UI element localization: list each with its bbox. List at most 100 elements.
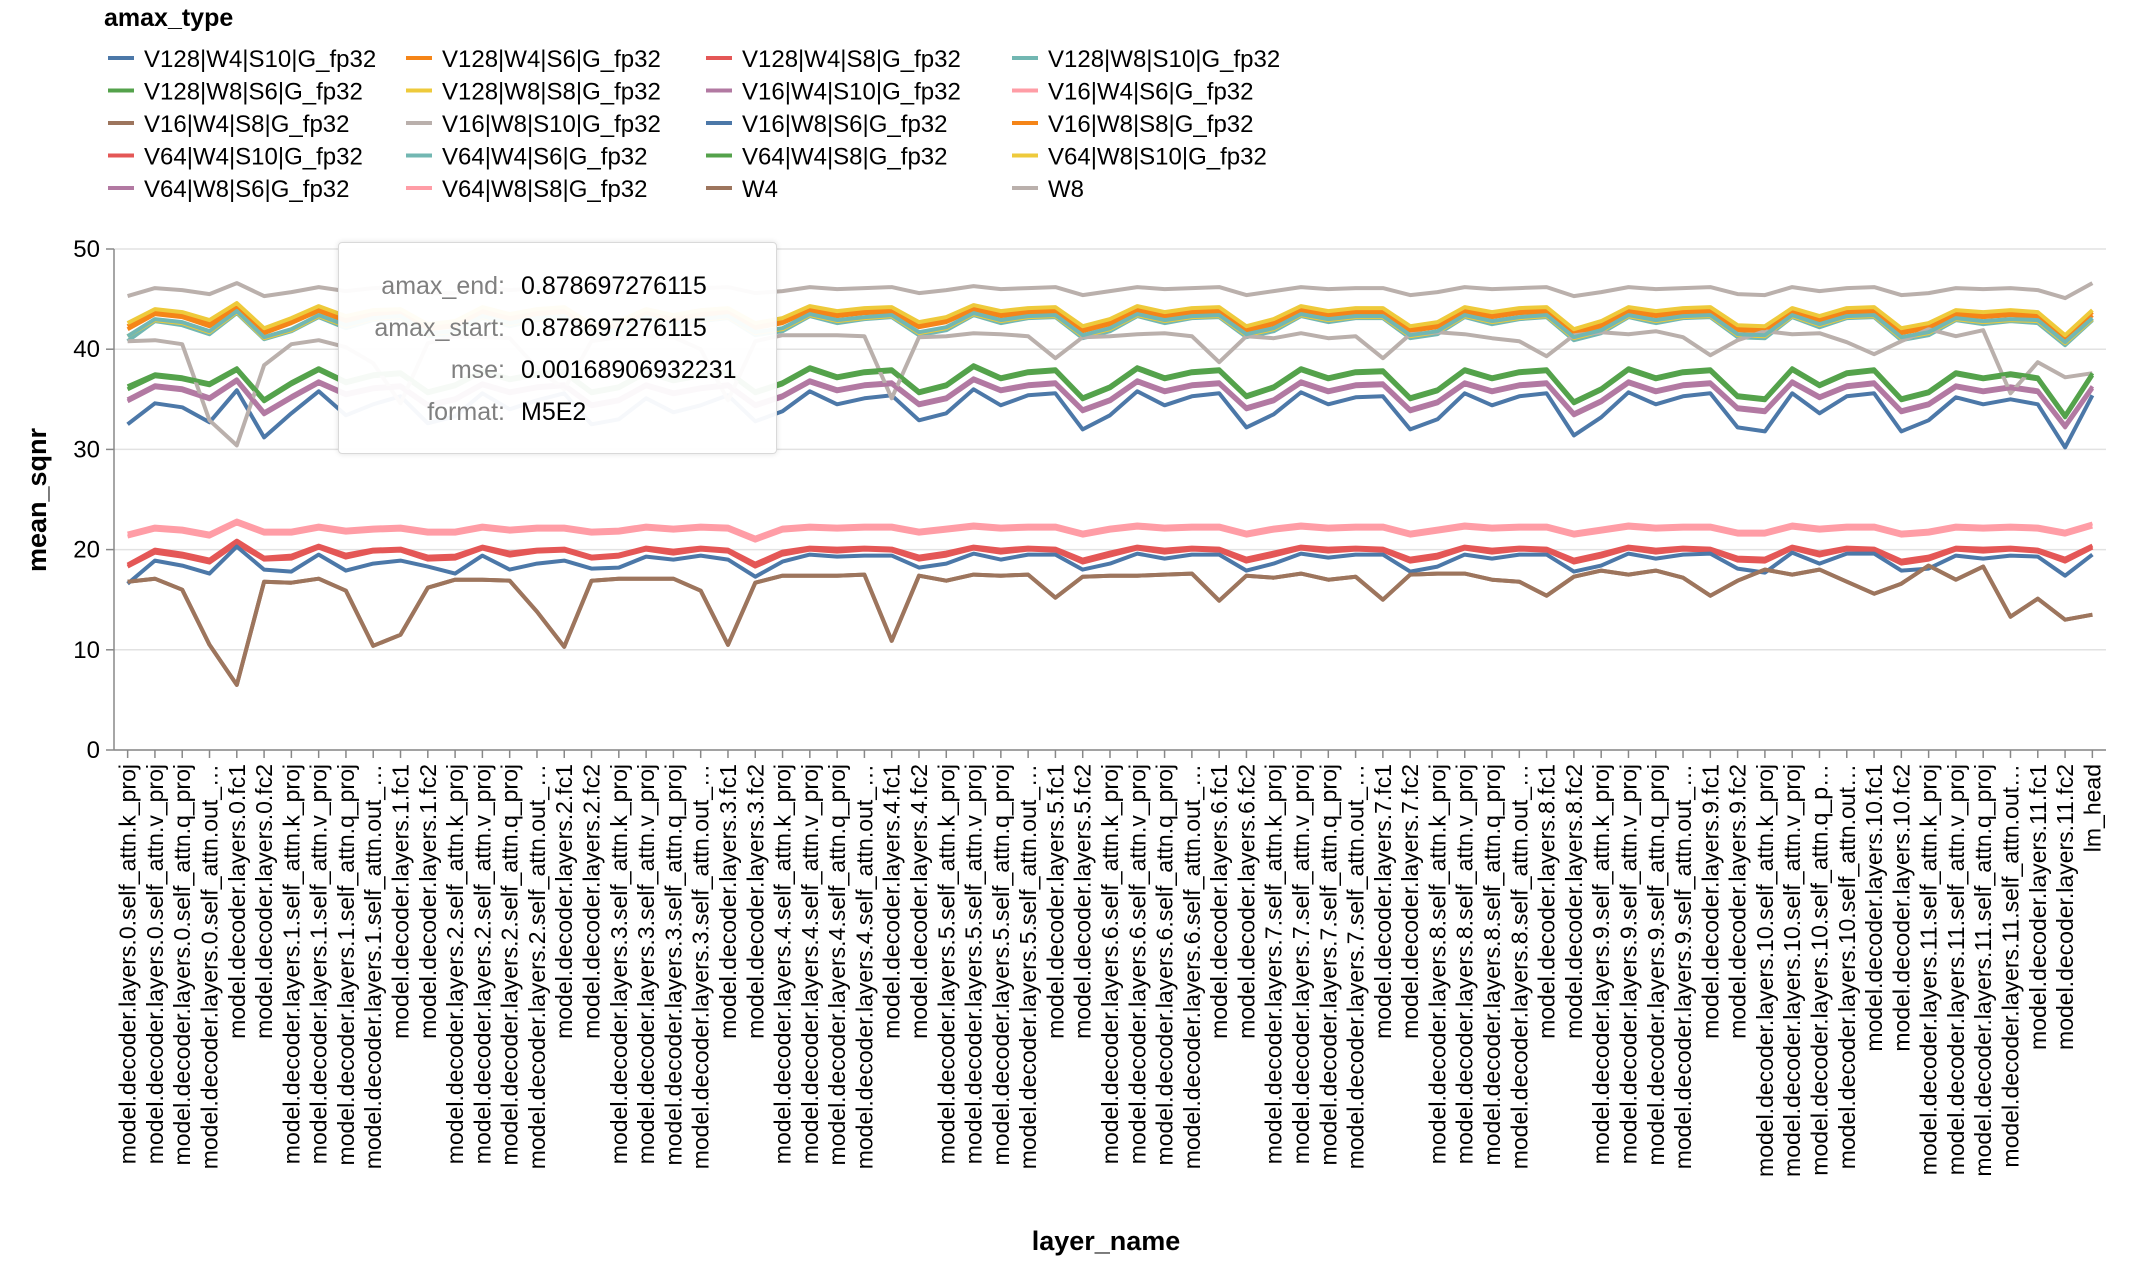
legend-item-label[interactable]: V16|W8|S6|G_fp32: [742, 111, 948, 138]
x-tick-label: model.decoder.layers.1.fc1: [388, 764, 414, 1039]
y-tick-label: 30: [73, 436, 100, 463]
legend-item-label[interactable]: V128|W4|S8|G_fp32: [742, 46, 961, 73]
legend-item-label[interactable]: V64|W4|S8|G_fp32: [742, 144, 948, 171]
legend: amax_type V128|W4|S10|G_fp32 V128|W4|S6|G…: [104, 4, 1280, 203]
legend-item-label[interactable]: V128|W4|S6|G_fp32: [442, 46, 661, 73]
x-tick-label: model.decoder.layers.9.self_attn.v_proj: [1615, 764, 1641, 1164]
legend-item-label[interactable]: V16|W8|S10|G_fp32: [442, 111, 661, 138]
x-tick-label: model.decoder.layers.2.self_attn.k_proj: [442, 764, 468, 1164]
axes: 0 10 20 30 40 50 model.decoder.layers.0.self_a…: [73, 236, 2106, 1177]
y-tick-label: 40: [73, 336, 100, 363]
legend-item-label[interactable]: V128|W8|S10|G_fp32: [1048, 46, 1280, 73]
x-tick-label: model.decoder.layers.10.self_attn.q_p…: [1806, 764, 1832, 1176]
legend-item-label[interactable]: V64|W4|S10|G_fp32: [144, 144, 363, 171]
legend-item-label[interactable]: W4: [742, 176, 778, 203]
legend-item-label[interactable]: V64|W8|S8|G_fp32: [442, 176, 648, 203]
y-axis-title: mean_sqnr: [22, 427, 52, 572]
legend-title: amax_type: [104, 4, 233, 32]
x-tick-label: lm_head: [2079, 764, 2105, 852]
x-tick-label: model.decoder.layers.3.self_attn.out_…: [688, 764, 714, 1169]
x-tick-label: model.decoder.layers.5.fc1: [1042, 764, 1068, 1039]
tooltip-key: amax_start:: [374, 314, 505, 342]
series-line[interactable]: [126, 541, 2094, 569]
x-tick-label: model.decoder.layers.2.fc2: [579, 764, 605, 1039]
x-tick-label: model.decoder.layers.6.self_attn.k_proj: [1097, 764, 1123, 1164]
x-tick-label: model.decoder.layers.10.self_attn.out…: [1834, 764, 1860, 1169]
series-line[interactable]: [127, 563, 2093, 687]
x-tick-label: model.decoder.layers.3.fc2: [742, 764, 768, 1039]
x-tick-label: model.decoder.layers.4.fc1: [879, 764, 905, 1039]
tooltip-key: mse:: [450, 356, 505, 384]
tooltip-row: amax_start: 0.878697276115: [339, 307, 745, 349]
x-tick-label: model.decoder.layers.4.self_attn.v_proj: [797, 764, 823, 1164]
x-tick-label: model.decoder.layers.6.fc1: [1206, 764, 1232, 1039]
tooltip-row: amax_end: 0.878697276115: [339, 265, 745, 307]
x-tick-label: model.decoder.layers.8.self_attn.k_proj: [1424, 764, 1450, 1164]
legend-item-label[interactable]: V16|W8|S8|G_fp32: [1048, 111, 1254, 138]
x-tick-label: model.decoder.layers.3.self_attn.k_proj: [606, 764, 632, 1164]
x-tick-label: model.decoder.layers.10.self_attn.v_proj: [1779, 764, 1805, 1177]
legend-item-label[interactable]: V16|W4|S6|G_fp32: [1048, 79, 1254, 106]
x-tick-label: model.decoder.layers.6.self_attn.q_proj: [1152, 764, 1178, 1165]
x-tick-label: model.decoder.layers.1.fc2: [415, 764, 441, 1039]
x-tick-label: model.decoder.layers.11.self_attn.out…: [1997, 764, 2023, 1168]
series-line[interactable]: [127, 563, 2093, 687]
series-line[interactable]: [127, 518, 2093, 540]
x-tick-label: model.decoder.layers.6.fc2: [1233, 764, 1259, 1039]
x-tick-label: model.decoder.layers.0.fc1: [224, 764, 250, 1039]
tooltip-key: amax_end:: [381, 272, 505, 300]
y-tick-label: 10: [73, 637, 100, 664]
x-tick-label: model.decoder.layers.11.self_attn.k_proj: [1916, 764, 1942, 1175]
x-tick-label: model.decoder.layers.4.fc2: [906, 764, 932, 1039]
x-tick-label: model.decoder.layers.9.self_attn.out_…: [1670, 764, 1696, 1169]
x-tick-label: model.decoder.layers.9.self_attn.q_proj: [1643, 764, 1669, 1165]
y-tick-label: 0: [87, 737, 100, 764]
tooltip-row: format: M5E2: [339, 391, 745, 433]
x-tick-label: model.decoder.layers.4.self_attn.out_…: [851, 764, 877, 1169]
x-tick-label: model.decoder.layers.10.self_attn.k_proj: [1752, 764, 1778, 1177]
tooltip-value: 0.00168906932231: [521, 356, 737, 384]
x-tick-label: model.decoder.layers.5.fc2: [1070, 764, 1096, 1039]
x-tick-label: model.decoder.layers.5.self_attn.out_…: [1015, 764, 1041, 1169]
x-tick-label: model.decoder.layers.8.self_attn.out_…: [1506, 764, 1532, 1169]
y-tick-label: 50: [73, 236, 100, 263]
x-tick-label: model.decoder.layers.5.self_attn.q_proj: [988, 764, 1014, 1165]
tooltip-value: M5E2: [521, 398, 587, 426]
legend-item-label[interactable]: W8: [1048, 176, 1084, 203]
legend-item-label[interactable]: V16|W4|S8|G_fp32: [144, 111, 350, 138]
x-tick-label: model.decoder.layers.10.fc2: [1888, 764, 1914, 1052]
x-tick-label: model.decoder.layers.3.self_attn.q_proj: [660, 764, 686, 1165]
legend-item-label[interactable]: V64|W8|S6|G_fp32: [144, 176, 350, 203]
x-tick-label: model.decoder.layers.7.fc1: [1370, 764, 1396, 1039]
tooltip-value: 0.878697276115: [521, 272, 707, 300]
x-tick-label: model.decoder.layers.11.self_attn.v_proj: [1943, 764, 1969, 1175]
tooltip-row: mse: 0.00168906932231: [339, 349, 745, 391]
x-tick-label: model.decoder.layers.7.self_attn.v_proj: [1288, 764, 1314, 1164]
legend-item-label[interactable]: V16|W4|S10|G_fp32: [742, 79, 961, 106]
x-tick-label: model.decoder.layers.1.self_attn.out_…: [360, 764, 386, 1169]
x-tick-label: model.decoder.layers.10.fc1: [1861, 764, 1887, 1052]
x-tick-label: model.decoder.layers.0.self_attn.k_proj: [115, 764, 141, 1164]
x-tick-label: model.decoder.layers.2.self_attn.v_proj: [469, 764, 495, 1164]
x-tick-label: model.decoder.layers.3.fc1: [715, 764, 741, 1039]
x-tick-label: model.decoder.layers.5.self_attn.v_proj: [961, 764, 987, 1164]
x-tick-label: model.decoder.layers.1.self_attn.q_proj: [333, 764, 359, 1165]
legend-item-label[interactable]: V128|W4|S10|G_fp32: [144, 46, 376, 73]
x-tick-label: model.decoder.layers.0.self_attn.out_…: [197, 764, 223, 1169]
series-line[interactable]: [127, 521, 2093, 543]
x-tick-label: model.decoder.layers.8.fc1: [1534, 764, 1560, 1039]
x-tick-label: model.decoder.layers.11.fc1: [2025, 764, 2051, 1050]
x-tick-label: model.decoder.layers.4.self_attn.k_proj: [770, 764, 796, 1164]
x-tick-label: model.decoder.layers.0.fc2: [251, 764, 277, 1039]
series-line[interactable]: [126, 538, 2094, 567]
x-tick-label: model.decoder.layers.1.self_attn.k_proj: [278, 764, 304, 1164]
tooltip: amax_end: 0.878697276115 amax_start: 0.8…: [338, 242, 777, 454]
x-tick-label: model.decoder.layers.6.self_attn.v_proj: [1124, 764, 1150, 1164]
legend-item-label[interactable]: V64|W4|S6|G_fp32: [442, 144, 648, 171]
legend-item-label[interactable]: V128|W8|S6|G_fp32: [144, 79, 363, 106]
series-line[interactable]: [126, 544, 2094, 586]
x-tick-label: model.decoder.layers.4.self_attn.q_proj: [824, 764, 850, 1165]
legend-item-label[interactable]: V64|W8|S10|G_fp32: [1048, 144, 1267, 171]
legend-item-label[interactable]: V128|W8|S8|G_fp32: [442, 79, 661, 106]
